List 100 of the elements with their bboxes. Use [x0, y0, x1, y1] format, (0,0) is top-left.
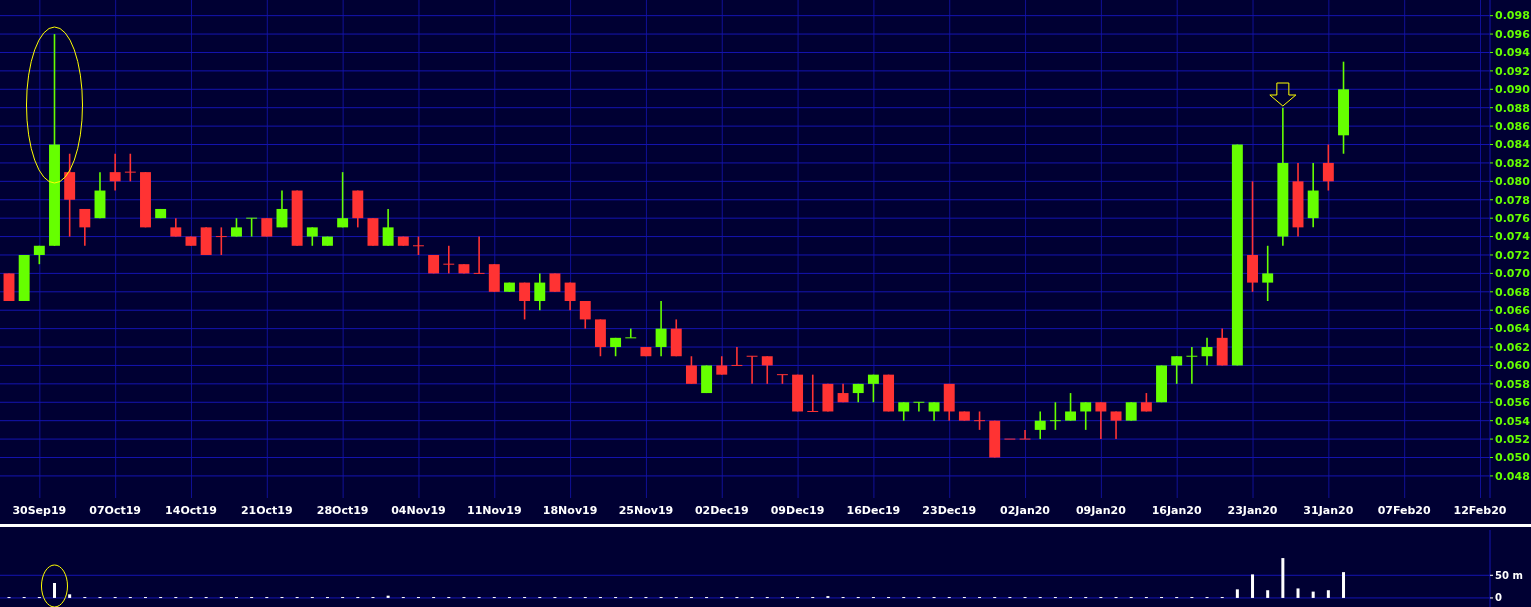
candlestick — [1095, 401, 1107, 440]
x-tick-label: 07Oct19 — [89, 504, 142, 517]
candlestick — [1262, 244, 1274, 302]
bar — [1281, 558, 1285, 598]
y-tick-label: 0.086 — [1495, 119, 1531, 133]
x-tick-label: 14Oct19 — [165, 504, 217, 517]
candlestick — [867, 373, 879, 404]
bar — [1296, 588, 1300, 598]
y-tick-label: 0.060 — [1495, 359, 1531, 373]
bar — [52, 582, 56, 598]
candlestick — [549, 272, 561, 293]
candlestick — [170, 217, 182, 238]
x-tick-label: 16Dec19 — [846, 504, 901, 517]
x-tick-label: 23Jan20 — [1227, 504, 1278, 517]
y-tick-label: 0.070 — [1495, 267, 1531, 281]
x-tick-label: 09Jan20 — [1075, 504, 1127, 517]
bar — [1251, 574, 1255, 598]
candlestick — [1049, 401, 1061, 431]
candlestick — [1034, 410, 1046, 440]
y-tick-label: 0.056 — [1495, 396, 1531, 410]
y-tick-label: 0.072 — [1495, 248, 1530, 262]
y-tick-label: 0.096 — [1495, 27, 1531, 41]
candlestick — [337, 171, 349, 229]
candlestick — [761, 355, 773, 385]
candlestick — [655, 300, 667, 358]
candlestick — [1125, 401, 1137, 422]
candlestick — [109, 152, 121, 192]
y-tick-label: 0.074 — [1495, 230, 1531, 244]
candlestick — [276, 189, 288, 229]
bar — [1266, 590, 1270, 598]
candlestick — [519, 281, 531, 321]
candlestick — [1080, 401, 1092, 431]
candlestick — [1110, 410, 1122, 440]
candlestick — [807, 373, 819, 413]
candlestick — [1019, 429, 1031, 440]
x-tick-label: 30Sep19 — [12, 504, 67, 517]
y-tick-label: 0.068 — [1495, 285, 1530, 299]
candlestick — [1065, 392, 1077, 422]
bar — [68, 594, 72, 598]
y-tick-label: 0.064 — [1495, 322, 1531, 336]
candlestick — [124, 152, 136, 183]
candlestick — [1186, 346, 1198, 385]
candlestick — [716, 355, 728, 376]
x-tick-label: 12Feb20 — [1453, 504, 1507, 517]
candlestick — [79, 208, 91, 247]
x-tick-label: 18Nov19 — [542, 504, 598, 517]
y-tick-label: 0.082 — [1495, 156, 1530, 170]
y-tick-label: 0 — [1495, 592, 1502, 604]
y-tick-label: 50 m — [1495, 569, 1523, 581]
candlestick — [746, 355, 758, 385]
bar — [1311, 591, 1315, 598]
candlestick — [246, 217, 258, 238]
candlestick — [579, 300, 591, 330]
x-tick-label: 07Feb20 — [1377, 504, 1432, 517]
candlestick — [443, 244, 455, 275]
candlestick — [564, 281, 576, 312]
candlestick — [731, 346, 743, 367]
y-tick-label: 0.078 — [1495, 193, 1530, 207]
x-tick-label: 02Dec19 — [694, 504, 749, 517]
candlestick — [473, 235, 485, 275]
x-tick-label: 09Dec19 — [770, 504, 825, 517]
candlestick — [898, 401, 910, 422]
y-tick-label: 0.062 — [1495, 340, 1530, 354]
candlestick — [306, 226, 318, 247]
x-tick-label: 23Dec19 — [922, 504, 977, 517]
candlestick — [215, 226, 227, 256]
candlestick — [261, 217, 273, 238]
x-tick-label: 21Oct19 — [240, 504, 293, 517]
y-tick-label: 0.092 — [1495, 64, 1530, 78]
bar — [1342, 572, 1346, 598]
y-tick-label: 0.058 — [1495, 377, 1530, 391]
candlestick — [974, 410, 986, 431]
x-tick-label: 28Oct19 — [316, 504, 369, 517]
candlestick — [913, 401, 925, 413]
y-tick-label: 0.050 — [1495, 451, 1531, 465]
bar — [1235, 589, 1239, 598]
candlestick — [412, 235, 424, 256]
candlestick — [382, 208, 394, 247]
candlestick — [1171, 355, 1183, 385]
candlestick — [685, 355, 697, 385]
y-tick-label: 0.084 — [1495, 138, 1531, 152]
y-tick-label: 0.088 — [1495, 101, 1530, 115]
candlestick — [928, 401, 940, 422]
candlestick — [231, 217, 242, 238]
x-tick-label: 02Jan20 — [1000, 504, 1051, 517]
candlestick — [1322, 143, 1334, 192]
y-tick-label: 0.054 — [1495, 414, 1531, 428]
x-tick-label: 16Jan20 — [1151, 504, 1203, 517]
y-tick-label: 0.052 — [1495, 432, 1530, 446]
y-tick-label: 0.076 — [1495, 212, 1531, 226]
y-tick-label: 0.098 — [1495, 9, 1530, 23]
x-tick-label: 11Nov19 — [467, 504, 522, 517]
x-tick-label: 31Jan20 — [1303, 504, 1354, 517]
x-tick-label: 25Nov19 — [618, 504, 674, 517]
y-tick-label: 0.066 — [1495, 304, 1531, 318]
y-tick-label: 0.094 — [1495, 46, 1531, 60]
y-tick-label: 0.080 — [1495, 175, 1531, 189]
candlestick — [534, 272, 546, 312]
bar — [1326, 590, 1330, 598]
y-tick-label: 0.048 — [1495, 469, 1530, 483]
